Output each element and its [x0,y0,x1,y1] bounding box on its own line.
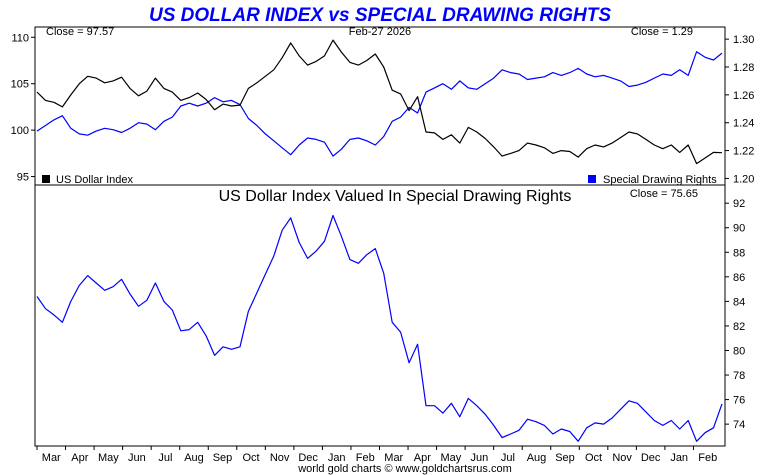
month-label: Jan [670,452,688,464]
right-tick-label: 1.28 [733,62,754,74]
month-label: Jan [328,452,346,464]
month-label: Dec [641,452,661,464]
month-label: Nov [612,452,632,464]
top-panel-frame [34,26,726,186]
series-line-us-dollar-index [36,39,723,165]
month-label: Jun [471,452,489,464]
bottom-right-tick-label: 78 [733,370,745,382]
month-label: Apr [414,452,431,464]
month-label: Feb [698,452,717,464]
close-left-label: Close = 97.57 [46,26,114,38]
left-tick-label: 110 [11,32,29,44]
legend-label-dollar: US Dollar Index [56,174,134,186]
legend-swatch-dollar [42,175,50,183]
bottom-series-group [36,214,723,442]
month-label: Feb [356,452,375,464]
bottom-right-tick-label: 76 [733,395,745,407]
bottom-right-tick-label: 92 [733,198,745,210]
bottom-right-tick-label: 82 [733,321,745,333]
month-label: May [440,452,461,464]
month-axis: Mar Apr May Jun Jul Aug Sep Oct Nov Dec Jan Feb Mar A… [36,446,717,464]
month-label: Mar [384,452,403,464]
bottom-right-tick-label: 80 [733,345,745,357]
month-label: Sep [555,452,575,464]
top-series-group [36,39,723,165]
bottom-right-tick-label: 84 [733,296,745,308]
left-tick-label: 100 [11,125,29,137]
date-label: Feb-27 2026 [349,26,411,38]
right-tick-label: 1.20 [733,173,754,185]
bottom-right-tick-label: 90 [733,223,745,235]
month-label: Nov [270,452,290,464]
month-label: Apr [71,452,88,464]
month-label: Aug [527,452,547,464]
series-line-special-drawing-rights [36,51,723,157]
right-axis-ticks: 1.30 1.28 1.26 1.24 1.22 1.20 [725,34,754,185]
left-tick-label: 95 [17,172,29,184]
legend-label-sdr: Special Drawing Rights [603,174,717,186]
month-label: Jul [501,452,515,464]
bottom-right-axis-ticks: 92 90 88 86 84 82 80 78 76 74 [725,198,745,431]
month-label: Sep [213,452,233,464]
month-label: Jun [128,452,146,464]
footer-credit: world gold charts © www.goldchartsrus.co… [297,463,512,475]
month-label: Dec [298,452,318,464]
close-right-label: Close = 1.29 [631,26,693,38]
right-tick-label: 1.30 [733,34,754,46]
month-label: Jul [158,452,172,464]
right-tick-label: 1.24 [733,118,754,130]
right-tick-label: 1.26 [733,90,754,102]
series-line-dollar-in-sdr [36,214,723,442]
right-tick-label: 1.22 [733,146,754,158]
month-label: Oct [243,452,260,464]
legend-swatch-sdr [588,175,596,183]
bottom-close-label: Close = 75.65 [630,188,698,200]
bottom-right-tick-label: 88 [733,247,745,259]
month-label: Mar [42,452,61,464]
month-label: Aug [184,452,204,464]
chart-title: US DOLLAR INDEX vs SPECIAL DRAWING RIGHT… [149,5,611,26]
bottom-right-tick-label: 86 [733,272,745,284]
month-label: May [98,452,119,464]
bottom-right-tick-label: 74 [733,419,745,431]
bottom-panel-title: US Dollar Index Valued In Special Drawin… [219,188,572,205]
bottom-panel-frame [34,184,726,447]
left-axis-ticks: 110 105 100 95 [11,32,35,184]
month-label: Oct [585,452,602,464]
left-tick-label: 105 [11,79,29,91]
